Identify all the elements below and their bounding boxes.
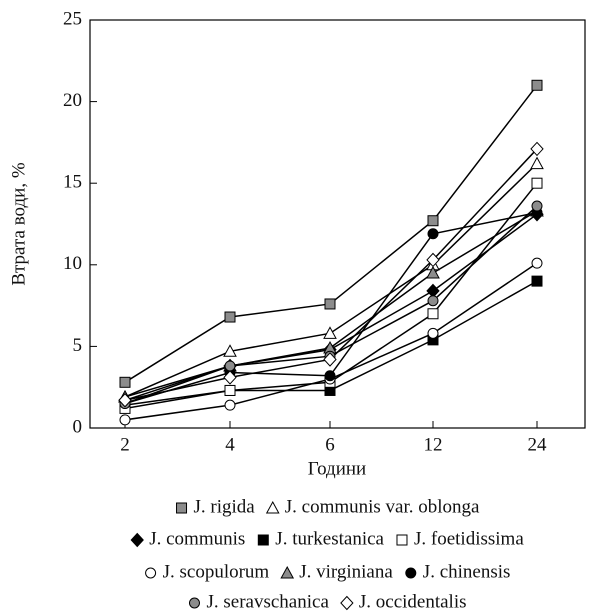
legend-marker <box>130 532 144 548</box>
legend-marker <box>176 502 188 514</box>
y-tick-label: 15 <box>63 172 82 193</box>
data-point <box>531 257 543 269</box>
data-point <box>531 177 543 189</box>
data-point <box>531 275 543 287</box>
data-point <box>427 308 439 320</box>
data-point <box>119 376 131 388</box>
data-point <box>531 200 543 212</box>
legend-label: J. foetidissima <box>414 528 524 549</box>
data-point <box>118 393 132 408</box>
legend-label: J. virginiana <box>299 561 393 582</box>
data-point <box>224 311 236 323</box>
legend-marker <box>340 595 354 611</box>
legend-label: J. seravschanica <box>206 591 329 612</box>
y-tick-label: 5 <box>73 335 83 356</box>
legend-label: J. scopulorum <box>163 561 270 582</box>
legend-label: J. occidentalis <box>359 591 467 612</box>
x-tick-label: 24 <box>528 434 548 455</box>
data-point <box>323 326 337 339</box>
data-point <box>426 252 440 268</box>
data-point <box>530 156 544 170</box>
data-point <box>323 352 337 367</box>
y-tick-label: 0 <box>73 416 83 437</box>
data-point <box>324 370 336 382</box>
y-tick-label: 20 <box>63 90 82 111</box>
data-point <box>223 370 237 385</box>
y-tick-label: 10 <box>63 253 82 274</box>
data-point <box>223 344 237 357</box>
data-point <box>224 384 236 396</box>
legend-marker <box>145 567 157 579</box>
y-tick-label: 25 <box>63 8 82 29</box>
legend-marker <box>188 597 200 609</box>
legend-row: J. rigida J. communis var. oblonga <box>176 496 480 517</box>
data-point <box>427 295 439 307</box>
legend-marker <box>405 567 417 579</box>
legend-marker <box>257 534 269 546</box>
x-axis-label: Години <box>308 458 366 479</box>
data-point <box>119 414 131 426</box>
x-tick-label: 4 <box>225 434 235 455</box>
data-point <box>427 327 439 339</box>
data-point <box>427 215 439 227</box>
legend-marker <box>396 534 408 546</box>
plot-frame <box>89 19 586 429</box>
legend-row: J. scopulorum J. virginiana J. chinensis <box>145 561 511 582</box>
x-tick-label: 2 <box>120 434 130 455</box>
data-point <box>224 360 236 372</box>
x-tick-label: 6 <box>325 434 335 455</box>
legend-marker <box>265 500 280 514</box>
legend-label: J. turkestanica <box>275 528 384 549</box>
data-point <box>530 141 544 157</box>
data-point <box>426 265 440 279</box>
legend-marker <box>280 565 295 579</box>
legend-row: J. seravschanica J. occidentalis <box>188 591 467 612</box>
data-point <box>531 79 543 91</box>
legend-label: J. chinensis <box>423 561 511 582</box>
data-point <box>224 399 236 411</box>
legend-label: J. communis <box>149 528 245 549</box>
y-axis-label: Втрата води, % <box>8 162 29 285</box>
legend-row: J. communis J. turkestanica J. foetidissim… <box>130 528 524 549</box>
legend-label: J. communis var. oblonga <box>285 496 480 517</box>
legend-label: J. rigida <box>194 496 256 517</box>
data-point <box>427 228 439 240</box>
data-point <box>324 298 336 310</box>
x-tick-label: 12 <box>424 434 443 455</box>
